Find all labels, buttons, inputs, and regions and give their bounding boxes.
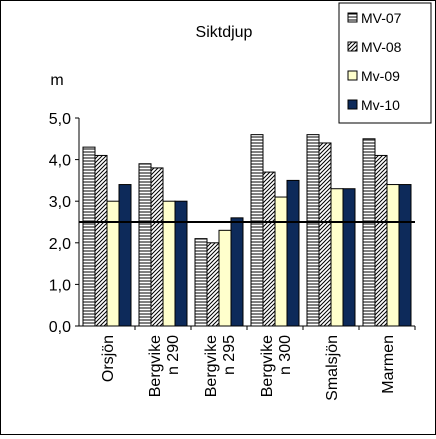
- legend: MV-07 MV-08 Mv-09 Mv-10: [338, 2, 432, 124]
- legend-swatch: [347, 70, 358, 81]
- legend-label: MV-07: [361, 10, 402, 26]
- legend-label: MV-08: [361, 39, 402, 55]
- bar-mv-10: [174, 200, 188, 327]
- x-tick-label-line: n 300: [277, 335, 294, 375]
- y-axis-label: m: [50, 72, 63, 89]
- bar-mv-08: [94, 154, 108, 327]
- y-tick-label: 1,0: [49, 277, 71, 294]
- bar-mv-07: [138, 163, 152, 327]
- bar-mv-07: [82, 146, 96, 327]
- bar-mv-08: [374, 154, 388, 327]
- y-tick-label: 0,0: [49, 319, 71, 336]
- x-tick-label: Smalsjön: [324, 335, 341, 401]
- bar-mv-08: [206, 242, 220, 327]
- y-tick-label: 5,0: [49, 111, 71, 128]
- bar-mv-10: [398, 184, 412, 327]
- bar-mv-07: [250, 134, 264, 327]
- chart-title: Siktdjup: [196, 24, 253, 41]
- bar-mv-09: [106, 200, 120, 327]
- bar-mv-08: [318, 142, 332, 327]
- x-tick-label-line: Bergvike: [259, 335, 276, 397]
- bar-mv-09: [218, 229, 232, 327]
- bar-mv-07: [306, 134, 320, 327]
- bar-mv-07: [194, 238, 208, 327]
- legend-swatch: [347, 12, 358, 23]
- legend-swatch: [347, 41, 358, 52]
- bar-mv-10: [118, 184, 132, 327]
- y-tick-label: 2,0: [49, 236, 71, 253]
- legend-label: Mv-09: [361, 68, 400, 84]
- x-tick-label-line: Marmen: [380, 335, 397, 394]
- bar-mv-10: [286, 179, 300, 327]
- bar-mv-09: [274, 196, 288, 327]
- x-tick-label-line: Smalsjön: [324, 335, 341, 401]
- x-tick-label: Marmen: [380, 335, 397, 394]
- x-tick-label-line: n 290: [165, 335, 182, 375]
- x-tick-label: Bergviken 290: [147, 335, 182, 397]
- x-tick-label: Bergviken 300: [259, 335, 294, 397]
- x-tick-label-line: n 295: [221, 335, 238, 375]
- y-tick-label: 3,0: [49, 194, 71, 211]
- legend-swatch: [347, 99, 358, 110]
- bar-mv-09: [330, 188, 344, 327]
- legend-label: Mv-10: [361, 97, 400, 113]
- bar-mv-07: [362, 138, 376, 327]
- bar-mv-08: [262, 171, 276, 327]
- x-tick-label: Bergviken 295: [203, 335, 238, 397]
- x-tick-label: Orsjön: [100, 335, 117, 382]
- bar-mv-10: [342, 188, 356, 327]
- bar-mv-10: [230, 217, 244, 327]
- x-tick-label-line: Bergvike: [147, 335, 164, 397]
- x-tick-label-line: Orsjön: [100, 335, 117, 382]
- x-tick-label-line: Bergvike: [203, 335, 220, 397]
- bar-mv-09: [386, 184, 400, 327]
- y-tick-label: 4,0: [49, 153, 71, 170]
- bar-mv-09: [162, 200, 176, 327]
- bar-mv-08: [150, 167, 164, 327]
